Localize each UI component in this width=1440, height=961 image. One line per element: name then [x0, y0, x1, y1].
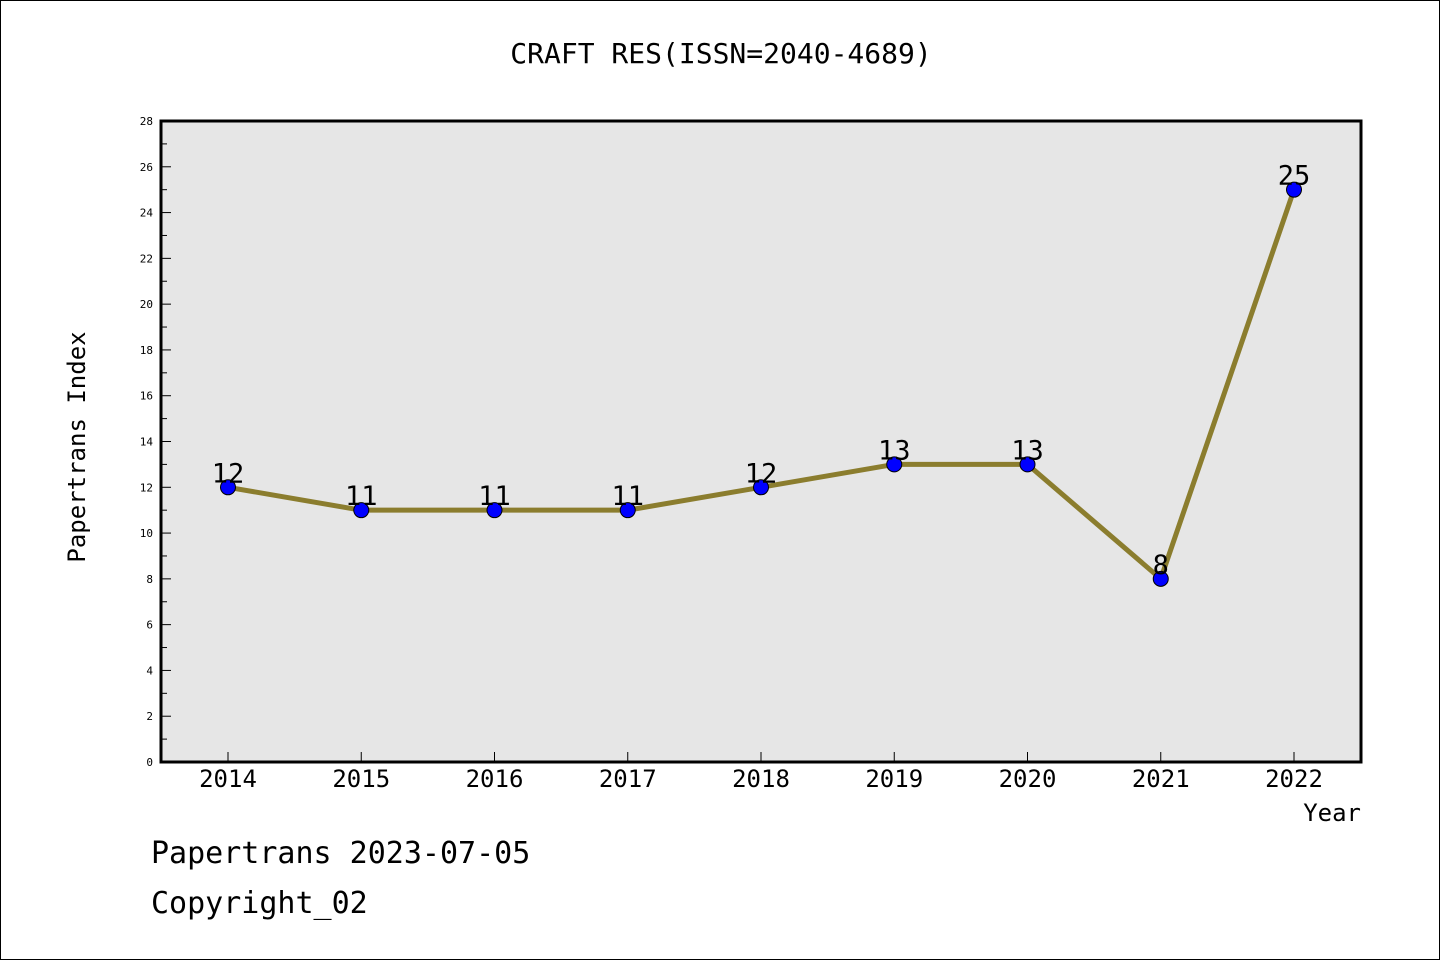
y-tick-label: 24 — [140, 207, 154, 220]
data-point — [753, 479, 769, 496]
data-point — [619, 502, 636, 519]
y-tick-label: 8 — [146, 573, 153, 586]
data-point — [1019, 456, 1036, 473]
y-tick-label: 28 — [140, 115, 153, 128]
data-point — [886, 456, 903, 473]
y-tick-label: 12 — [140, 481, 153, 494]
data-point — [1152, 570, 1169, 587]
x-tick-label: 2018 — [732, 765, 790, 793]
chart-title: CRAFT RES(ISSN=2040-4689) — [510, 37, 932, 70]
data-label: 11 — [611, 481, 644, 512]
series-group — [220, 181, 1302, 587]
x-tick-label: 2015 — [332, 765, 390, 793]
y-tick-label: 4 — [146, 664, 153, 677]
y-tick-label: 2 — [146, 710, 153, 723]
y-tick-label: 16 — [140, 390, 153, 403]
x-tick-label: 2016 — [466, 765, 524, 793]
y-axis-label: Papertrans Index — [63, 331, 91, 562]
x-tick-label: 2014 — [199, 765, 257, 793]
y-tick-label: 20 — [140, 298, 153, 311]
x-tick-label: 2022 — [1265, 765, 1323, 793]
data-label: 13 — [1011, 435, 1044, 466]
x-tick-label: 2020 — [999, 765, 1057, 793]
y-tick-label: 14 — [140, 436, 154, 449]
x-axis-label: Year — [1303, 799, 1361, 827]
data-point — [353, 502, 370, 519]
data-point — [1286, 181, 1302, 198]
footer-date: Papertrans 2023-07-05 — [151, 836, 531, 871]
data-label: 13 — [878, 435, 911, 466]
data-label: 11 — [478, 481, 511, 512]
x-tick-label: 2017 — [599, 765, 657, 793]
y-tick-label: 0 — [146, 756, 153, 769]
y-tick-label: 22 — [140, 252, 153, 265]
y-tick-label: 18 — [140, 344, 153, 357]
data-label: 12 — [212, 458, 245, 489]
data-point — [486, 502, 503, 519]
footer-copyright: Copyright_02 — [151, 886, 368, 921]
data-label: 25 — [1278, 161, 1311, 192]
plot-area — [159, 119, 1363, 764]
y-tick-label: 10 — [140, 527, 153, 540]
x-tick-label: 2021 — [1132, 765, 1190, 793]
x-tick-label: 2019 — [865, 765, 923, 793]
data-label: 11 — [345, 481, 378, 512]
data-point — [220, 479, 236, 496]
data-labels: 12 11 11 11 12 13 13 8 25 — [212, 161, 1311, 581]
y-tick-label: 26 — [140, 161, 153, 174]
y-tick-label: 6 — [146, 619, 153, 632]
x-axis: 2014 2015 2016 2017 2018 2019 2020 2021 2022 — [199, 752, 1323, 793]
data-label: 12 — [745, 458, 778, 489]
data-label: 8 — [1153, 550, 1169, 581]
